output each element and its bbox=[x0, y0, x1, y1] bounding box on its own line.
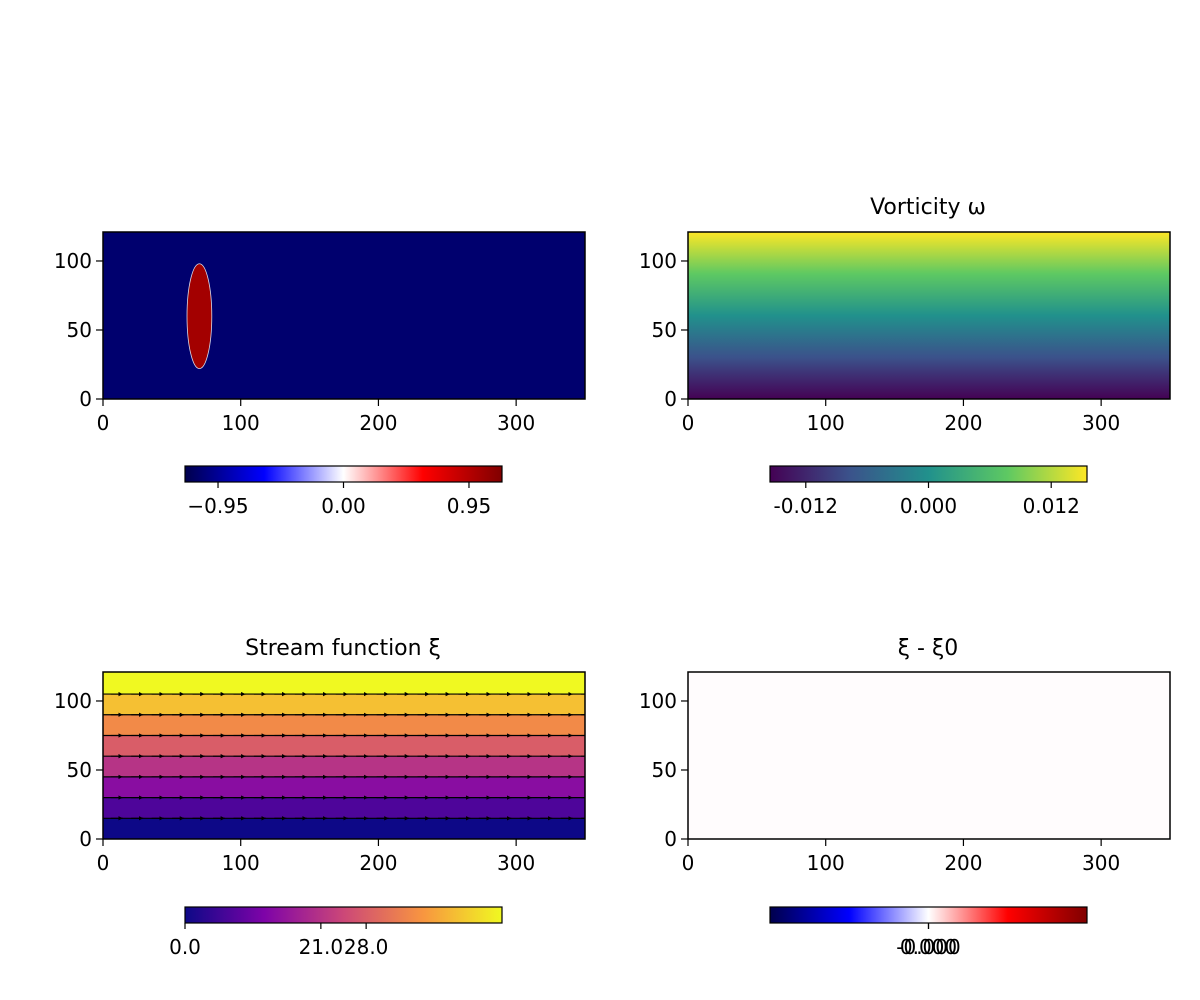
panel-vorticity-xtick-label: 0 bbox=[682, 411, 695, 435]
panel-ellipse-background bbox=[103, 232, 585, 399]
panel-vorticity-colorbar-label: -0.012 bbox=[774, 494, 838, 518]
panel-ellipse: 0 100 200 300 0 50 100 −0.95 0.00 0.95 bbox=[54, 231, 586, 518]
panel-xi-diff-ytick-label: 0 bbox=[664, 827, 677, 851]
panel-xi-diff-ytick-label: 100 bbox=[639, 689, 677, 713]
panel-xi-diff-colorbar-label: -0.000 bbox=[896, 935, 960, 959]
panel-vorticity-ytick-label: 50 bbox=[652, 318, 677, 342]
panel-ellipse-xtick-label: 200 bbox=[359, 411, 397, 435]
panel-stream-ytick-label: 100 bbox=[54, 689, 92, 713]
panel-vorticity: Vorticity ω 0 100 200 300 0 50 100 -0.012 0.000… bbox=[639, 195, 1171, 518]
panel-stream-title: Stream function ξ bbox=[245, 636, 441, 661]
stream-band bbox=[103, 694, 585, 715]
panel-vorticity-xtick-label: 200 bbox=[944, 411, 982, 435]
panel-stream-ytick-label: 50 bbox=[67, 758, 92, 782]
panel-xi-diff-title: ξ - ξ0 bbox=[898, 636, 958, 661]
panel-xi-diff-field bbox=[688, 672, 1170, 839]
panel-ellipse-colorbar bbox=[184, 465, 503, 483]
panel-stream-ytick-label: 0 bbox=[79, 827, 92, 851]
panel-stream-frame bbox=[102, 671, 586, 840]
stream-band bbox=[103, 776, 585, 798]
panel-vorticity-frame bbox=[687, 231, 1171, 400]
panel-vorticity-field bbox=[688, 232, 1170, 399]
panel-vorticity-colorbar-label: 0.012 bbox=[1023, 494, 1080, 518]
panel-ellipse-xtick-label: 100 bbox=[222, 411, 260, 435]
panel-stream-colorbar-label: 21.0 bbox=[299, 935, 344, 959]
panel-xi-diff-xtick-label: 300 bbox=[1082, 851, 1120, 875]
panel-ellipse-ytick-label: 0 bbox=[79, 387, 92, 411]
panel-xi-diff-colorbar-label: 0.000 bbox=[900, 935, 957, 959]
panel-xi-diff-xtick-label: 200 bbox=[944, 851, 982, 875]
stream-band bbox=[103, 735, 585, 757]
panel-stream-xtick-label: 300 bbox=[497, 851, 535, 875]
panel-stream-colorbar-label: 28.0 bbox=[344, 935, 389, 959]
stream-band bbox=[103, 818, 585, 839]
panel-ellipse-xtick-label: 0 bbox=[97, 411, 110, 435]
panel-xi-diff-colorbar bbox=[769, 906, 1088, 924]
stream-band bbox=[103, 714, 585, 736]
panel-ellipse-ytick-label: 50 bbox=[67, 318, 92, 342]
panel-stream-xtick-label: 0 bbox=[97, 851, 110, 875]
panel-stream-xtick-label: 100 bbox=[222, 851, 260, 875]
panel-vorticity-xtick-label: 300 bbox=[1082, 411, 1120, 435]
panel-ellipse-frame bbox=[102, 231, 586, 400]
panel-vorticity-colorbar-label: 0.000 bbox=[900, 494, 957, 518]
panel-vorticity-ytick-label: 0 bbox=[664, 387, 677, 411]
panel-ellipse-colorbar-label: −0.95 bbox=[187, 494, 248, 518]
panel-xi-diff-xtick-label: 100 bbox=[807, 851, 845, 875]
panel-stream-colorbar bbox=[184, 906, 503, 924]
stream-band bbox=[103, 756, 585, 777]
panel-ellipse-xtick-label: 300 bbox=[497, 411, 535, 435]
panel-stream-function: Stream function ξ 0 100 200 300 0 50 100 0.0 21… bbox=[54, 636, 586, 959]
panel-stream-xtick-label: 200 bbox=[359, 851, 397, 875]
panel-ellipse-ytick-label: 100 bbox=[54, 249, 92, 273]
panel-vorticity-xtick-label: 100 bbox=[807, 411, 845, 435]
panel-vorticity-title: Vorticity ω bbox=[870, 195, 986, 220]
panel-ellipse-colorbar-label: 0.95 bbox=[447, 494, 492, 518]
panel-ellipse-colorbar-label: 0.00 bbox=[321, 494, 366, 518]
stream-band bbox=[103, 672, 585, 695]
panel-xi-diff-ytick-label: 50 bbox=[652, 758, 677, 782]
panel-vorticity-colorbar bbox=[769, 465, 1088, 483]
panel-ellipse-ellipse bbox=[186, 263, 213, 370]
panel-xi-diff-frame bbox=[687, 671, 1171, 840]
stream-band bbox=[103, 797, 585, 819]
panel-xi-diff-xtick-label: 0 bbox=[682, 851, 695, 875]
panel-stream-colorbar-label: 0.0 bbox=[169, 935, 201, 959]
panel-vorticity-ytick-label: 100 bbox=[639, 249, 677, 273]
